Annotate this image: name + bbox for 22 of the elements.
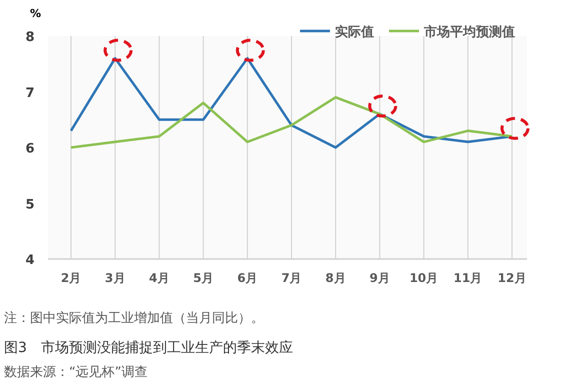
- x-tick-label: 11月: [454, 271, 482, 285]
- y-tick-label: 4: [25, 253, 35, 268]
- text: 图3 市场预测没能捕捉到工业生产的季末效应: [4, 340, 293, 356]
- x-tick-label: 4月: [149, 271, 170, 285]
- x-tick-label: 2月: [60, 271, 82, 285]
- y-tick-label: 8: [25, 30, 35, 45]
- x-tick-label: 8月: [325, 271, 346, 285]
- x-tick-label: 3月: [104, 271, 126, 285]
- y-axis-title: %: [30, 7, 42, 20]
- legend-label: 实际值: [335, 24, 374, 40]
- x-tick-label: 9月: [370, 271, 390, 285]
- x-tick-label: 5月: [193, 271, 214, 285]
- source-note: 数据来源：“远见杯”调查: [4, 365, 148, 380]
- y-tick-label: 7: [25, 86, 35, 101]
- legend-label: 市场平均预测值: [423, 24, 515, 40]
- x-tick-label: 10月: [409, 271, 438, 285]
- x-tick-label: 6月: [237, 271, 258, 285]
- x-tick-label: 7月: [281, 271, 302, 285]
- x-tick-label: 12月: [498, 271, 526, 285]
- y-tick-label: 5: [25, 197, 35, 212]
- y-tick-label: 6: [25, 142, 35, 156]
- text: 注：图中实际值为工业增加值（当月同比）。: [4, 311, 264, 326]
